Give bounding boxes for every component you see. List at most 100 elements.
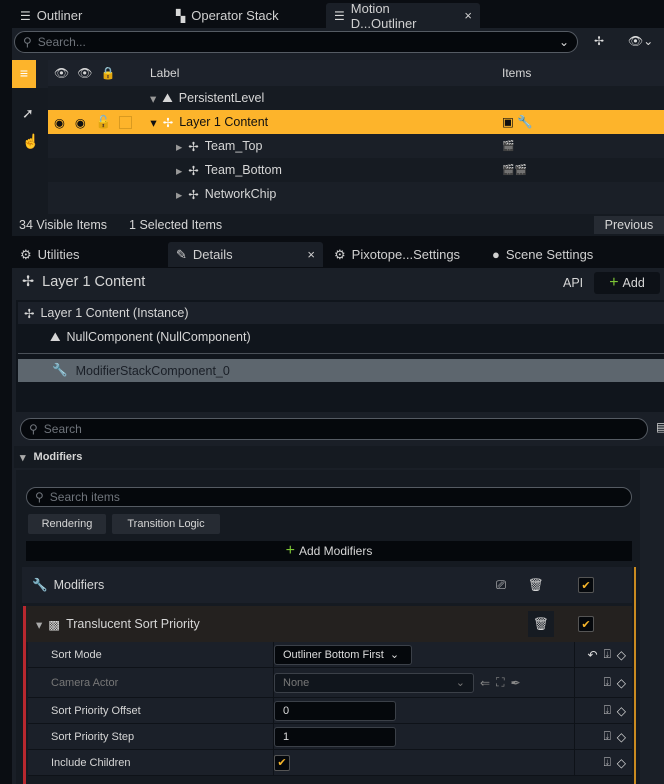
hand-icon[interactable]: ☝ (22, 133, 40, 149)
property-link-icon[interactable]: ⍗ (603, 729, 611, 743)
search-icon: ⚲ (29, 422, 38, 436)
trash-icon[interactable]: 🗑 (528, 577, 544, 592)
property-link-icon[interactable]: ⍗ (603, 647, 611, 661)
actor-icon: ✢ (188, 163, 199, 178)
prop-camera-actor: Camera Actor None ⌄ ⇐ ⛶ ✒ ⍗ ◇ (28, 668, 632, 698)
tab-outliner[interactable]: ☰ Outliner (20, 8, 83, 23)
prop-sort-mode: Sort Mode Outliner Bottom First ⌄ ↶ ⍗ ◇ (28, 642, 632, 668)
filter-rendering[interactable]: Rendering (28, 514, 106, 534)
tab-operator-stack[interactable]: ▚ Operator Stack (176, 8, 279, 23)
modifiers-section-header[interactable]: ▾ Modifiers (14, 446, 664, 468)
camera-actor-dropdown[interactable]: None ⌄ (274, 672, 474, 693)
add-button[interactable]: + Add (594, 272, 660, 294)
close-icon[interactable]: × (307, 247, 315, 262)
actor-icon: ✢ (162, 115, 174, 130)
chevron-down-icon: ⌄ (389, 649, 400, 661)
details-icon: ✎ (176, 246, 187, 262)
eye-icon[interactable]: ◉ (54, 115, 65, 130)
trash-icon[interactable]: 🗑 (528, 611, 554, 637)
add-modifiers-button[interactable]: + Add Modifiers (26, 541, 632, 561)
filter-transition-logic[interactable]: Transition Logic (112, 514, 220, 534)
include-children-checkbox[interactable]: ✔ (274, 754, 290, 771)
select-mode-icon[interactable]: ➚ (22, 105, 34, 121)
actor-icon: ✢ (188, 139, 199, 154)
null-component-icon: ⛰ (50, 329, 61, 344)
prop-include-children: Include Children ✔ ⍗ ◇ (28, 750, 632, 776)
sort-priority-offset-input[interactable]: 0 (274, 700, 396, 721)
lock-icon[interactable]: 🔒 (100, 66, 116, 80)
eye-dropdown-icon[interactable]: 👁⌄ (628, 34, 654, 48)
collapse-icon: ▾ (36, 617, 43, 632)
reset-icon[interactable]: ↶ (587, 647, 598, 662)
chevron-down-icon: ⌄ (455, 677, 465, 689)
checker-icon: ▩ (48, 617, 61, 632)
outliner-search-input[interactable]: ⚲ Search... ⌄ (14, 31, 578, 53)
sort-priority-step-input[interactable]: 1 (274, 726, 396, 747)
property-link-icon[interactable]: ⍗ (603, 703, 611, 717)
component-instance[interactable]: ✢ Layer 1 Content (Instance) (18, 302, 664, 324)
close-icon[interactable]: × (464, 8, 472, 23)
tree-row[interactable]: ▾ ⛰ PersistentLevel (48, 86, 664, 110)
tab-motion-design-outliner[interactable]: ☰ Motion D...Outliner × (326, 1, 480, 31)
property-link-icon[interactable]: ⍗ (603, 675, 611, 689)
tab-scene-settings[interactable]: ● Scene Settings (492, 247, 594, 262)
filter-icon[interactable]: ≡ (12, 60, 36, 88)
modifier-header[interactable]: ▾ ▩ Translucent Sort Priority 🗑 ✔ (26, 606, 632, 642)
api-button[interactable]: API (563, 276, 584, 290)
modifiers-header: 🔧 Modifiers ⎚ 🗑 ✔ (22, 567, 632, 603)
prop-sort-priority-offset: Sort Priority Offset 0 ⍗ ◇ (28, 698, 632, 724)
selected-items-count: 1 Selected Items (129, 218, 223, 232)
tree-row-selected[interactable]: ◉ ◉ 🔓 ▾ ✢ Layer 1 Content ▣ 🔧 (48, 110, 664, 134)
modifier-enable-checkbox[interactable]: ✔ (578, 616, 594, 632)
component-modifier-stack[interactable]: 🔧 ModifierStackComponent_0 (18, 359, 664, 382)
property-link-icon[interactable]: ⍗ (603, 755, 611, 769)
visible-items-count: 34 Visible Items (19, 218, 108, 232)
tab-utilities[interactable]: ⚙ Utilities (20, 246, 80, 263)
column-label[interactable]: Label (150, 66, 180, 80)
column-items[interactable]: Items (502, 66, 532, 80)
enable-checkbox[interactable]: ✔ (578, 577, 594, 593)
level-icon: ⛰ (162, 90, 173, 105)
plus-icon: + (285, 542, 295, 559)
search-items-input[interactable]: ⚲ Search items (26, 487, 632, 507)
wrench-icon: 🔧 (32, 577, 48, 592)
keyframe-icon[interactable]: ◇ (616, 755, 626, 770)
tab-details[interactable]: ✎ Details × (168, 242, 323, 267)
tree-row[interactable]: ▸ ✢ Team_Bottom 🎬🎬 (48, 158, 664, 182)
search-icon: ⚲ (35, 490, 44, 504)
settings-icon: ⚙ (334, 246, 346, 262)
grid-view-icon[interactable]: ▤ (656, 420, 664, 434)
globe-icon: ● (492, 247, 500, 262)
keyframe-icon[interactable]: ◇ (616, 647, 626, 662)
visible-render-icon[interactable]: 👁 (77, 66, 93, 80)
keyframe-icon[interactable]: ◇ (616, 703, 626, 718)
search-icon: ⚲ (23, 35, 32, 49)
tree-row[interactable]: ▸ ✢ NetworkChip (48, 182, 664, 206)
actor-icon[interactable]: ✢ (594, 34, 605, 48)
component-null[interactable]: ⛰ NullComponent (NullComponent) (50, 329, 251, 345)
details-search-input[interactable]: ⚲ Search (20, 418, 648, 440)
items-icons: ▣ 🔧 (502, 115, 533, 129)
previous-button[interactable]: Previous (594, 216, 664, 234)
details-title: ✢ Layer 1 Content (22, 274, 146, 290)
comment-icon[interactable]: ⎚ (496, 577, 507, 592)
sort-mode-dropdown[interactable]: Outliner Bottom First ⌄ (274, 644, 412, 665)
tab-pixotope-settings[interactable]: ⚙ Pixotope...Settings (334, 246, 461, 263)
keyframe-icon[interactable]: ◇ (616, 675, 626, 690)
use-selected-icon[interactable]: ⇐ (480, 675, 491, 690)
unlock-icon[interactable]: 🔓 (95, 114, 112, 129)
eyedropper-icon[interactable]: ✒ (510, 675, 521, 690)
tree-row[interactable]: ▸ ✢ Team_Top 🎬 (48, 134, 664, 158)
checkbox[interactable] (119, 115, 133, 129)
keyframe-icon[interactable]: ◇ (616, 729, 626, 744)
collapse-icon: ▾ (20, 451, 26, 464)
browse-icon[interactable]: ⛶ (496, 675, 505, 689)
actor-icon: ✢ (24, 306, 35, 321)
scrollbar[interactable] (634, 567, 636, 784)
plus-icon: + (609, 274, 619, 291)
chevron-down-icon[interactable]: ⌄ (558, 35, 569, 49)
clapper-icon: 🎬 (502, 140, 515, 152)
actor-icon: ✢ (188, 187, 199, 202)
eye-icon[interactable]: ◉ (74, 115, 86, 130)
visible-editor-icon[interactable]: 👁 (54, 66, 70, 80)
